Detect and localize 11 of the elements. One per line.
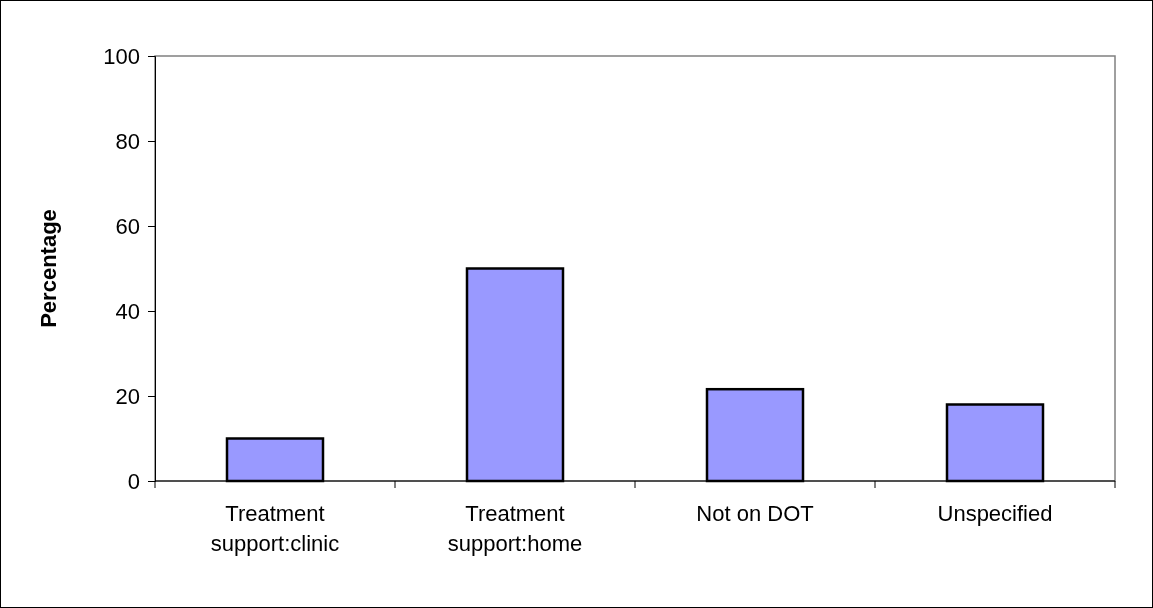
x-tick-label: Not on DOT bbox=[696, 501, 814, 526]
y-tick-label: 80 bbox=[115, 128, 140, 154]
y-axis-title: Percentage bbox=[36, 209, 61, 328]
y-tick-label: 60 bbox=[115, 213, 140, 239]
y-tick-label: 20 bbox=[115, 383, 140, 409]
y-tick-label: 40 bbox=[115, 298, 140, 324]
y-tick-label: 0 bbox=[127, 468, 140, 494]
y-tick-label: 100 bbox=[103, 43, 140, 69]
x-tick-label: Treatment support:home bbox=[447, 501, 583, 556]
x-tick-label: Treatment support:clinic bbox=[210, 501, 340, 556]
x-tick-label: Unspecified bbox=[937, 501, 1053, 526]
